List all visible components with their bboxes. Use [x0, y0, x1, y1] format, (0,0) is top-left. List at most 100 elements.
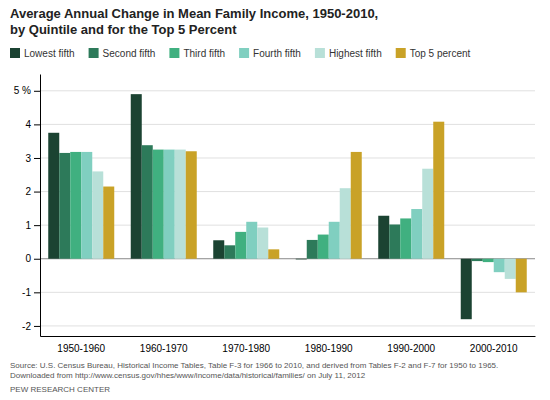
- bar: [186, 151, 197, 258]
- series: [70, 150, 494, 263]
- tick-label: 2000-2010: [470, 343, 518, 354]
- x-tick: 1960-1970: [140, 343, 188, 354]
- y-tick: 2: [25, 186, 40, 197]
- legend-label: Highest fifth: [329, 48, 382, 59]
- bar: [81, 152, 92, 259]
- bar: [48, 133, 59, 259]
- legend-swatch: [396, 48, 406, 58]
- grid-line: [40, 124, 535, 125]
- tick-label: 1970-1980: [222, 343, 270, 354]
- series: [103, 122, 527, 293]
- legend-item: Lowest fifth: [10, 48, 75, 59]
- bar: [235, 232, 246, 259]
- bar: [59, 153, 70, 259]
- tick-mark: [34, 192, 40, 193]
- tick-label: -2: [22, 321, 31, 332]
- y-axis: -2 -1 0 1 2 3 4 5 %: [14, 75, 41, 337]
- tick-mark: [34, 225, 40, 226]
- tick-mark: [34, 158, 40, 159]
- grid-line: [40, 325, 535, 326]
- grid: [40, 91, 535, 326]
- legend-label: Top 5 percent: [410, 48, 471, 59]
- chart-container: Average Annual Change in Mean Family Inc…: [0, 0, 550, 400]
- bar: [483, 259, 494, 262]
- y-tick: 0: [25, 253, 40, 264]
- tick-mark: [34, 292, 40, 293]
- tick-mark: [34, 124, 40, 125]
- bar: [213, 240, 224, 258]
- bar: [224, 245, 235, 258]
- bar: [340, 188, 351, 259]
- legend-label: Fourth fifth: [253, 48, 301, 59]
- bar: [400, 218, 411, 258]
- tick-label: 1990-2000: [387, 343, 435, 354]
- axis-line: [41, 336, 536, 337]
- subtitle: by Quintile and for the Top 5 Percent: [10, 22, 237, 37]
- bar: [175, 150, 186, 259]
- y-tick: 5 %: [14, 85, 40, 96]
- annotation: Source: U.S. Census Bureau, Historical I…: [10, 361, 498, 380]
- bar: [505, 259, 516, 279]
- bar: [318, 235, 329, 259]
- legend-swatch: [239, 48, 249, 58]
- y-tick: -2: [22, 321, 40, 332]
- tick-label: 1980-1990: [305, 343, 353, 354]
- legend-swatch: [169, 48, 179, 58]
- legend-swatch: [315, 48, 325, 58]
- legend-item: Highest fifth: [315, 48, 382, 59]
- tick-label: 5 %: [14, 85, 31, 96]
- bar: [461, 259, 472, 319]
- bar: [153, 150, 164, 259]
- bar: [389, 224, 400, 258]
- x-tick: 2000-2010: [470, 343, 518, 354]
- bar: [351, 152, 362, 259]
- tick-label: 4: [25, 119, 31, 130]
- legend-item: Top 5 percent: [396, 48, 471, 59]
- chart-svg: Average Annual Change in Mean Family Inc…: [0, 0, 550, 400]
- bar: [433, 122, 444, 259]
- bar: [268, 249, 279, 258]
- tick-label: 1: [25, 220, 31, 231]
- legend: Lowest fifth Second fifth Third fifth Fourt…: [10, 48, 471, 59]
- tick-label: 1950-1960: [57, 343, 105, 354]
- tick-mark: [34, 91, 40, 92]
- legend-swatch: [89, 48, 99, 58]
- legend-label: Third fifth: [183, 48, 225, 59]
- tick-label: 3: [25, 153, 31, 164]
- bar: [296, 258, 307, 260]
- x-tick: 1990-2000: [387, 343, 435, 354]
- y-tick: -1: [22, 287, 40, 298]
- grid-line: [40, 90, 535, 91]
- annotation-line: Downloaded from http://www.census.gov/hh…: [10, 371, 366, 380]
- series: [59, 145, 483, 261]
- x-tick: 1980-1990: [305, 343, 353, 354]
- legend-item: Third fifth: [169, 48, 225, 59]
- tick-label: -1: [22, 287, 31, 298]
- y-tick: 4: [25, 119, 40, 130]
- bar: [257, 228, 268, 259]
- bar: [411, 209, 422, 259]
- legend-item: Fourth fifth: [239, 48, 301, 59]
- bar: [494, 259, 505, 272]
- bar: [329, 222, 340, 259]
- bar: [307, 240, 318, 259]
- legend-swatch: [10, 48, 20, 58]
- axis-line: [40, 75, 41, 337]
- bar: [472, 259, 483, 261]
- series: [48, 94, 472, 319]
- bar: [246, 222, 257, 259]
- y-tick: 1: [25, 220, 40, 231]
- bars: [48, 94, 527, 319]
- legend-label: Second fifth: [103, 48, 156, 59]
- bar: [422, 169, 433, 259]
- x-tick: 1950-1960: [57, 343, 105, 354]
- tick-label: 0: [25, 253, 31, 264]
- bar: [92, 171, 103, 258]
- bar: [516, 259, 527, 293]
- legend-item: Second fifth: [89, 48, 156, 59]
- tick-label: 1960-1970: [140, 343, 188, 354]
- annotation: PEW RESEARCH CENTER: [10, 385, 110, 394]
- bar: [164, 150, 175, 259]
- bar: [103, 187, 114, 259]
- bar: [131, 94, 142, 259]
